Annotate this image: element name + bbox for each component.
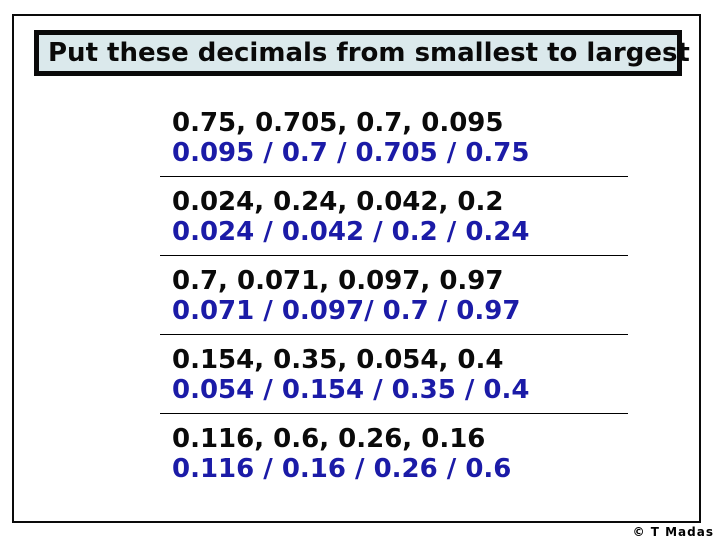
page-frame	[12, 14, 701, 523]
problem-question: 0.154, 0.35, 0.054, 0.4	[172, 345, 504, 375]
problem-row: 0.024, 0.24, 0.042, 0.2 0.024 / 0.042 / …	[160, 185, 628, 256]
title-box: Put these decimals from smallest to larg…	[34, 30, 690, 76]
problem-answer: 0.071 / 0.097/ 0.7 / 0.97	[172, 296, 521, 326]
problem-list: 0.75, 0.705, 0.7, 0.095 0.095 / 0.7 / 0.…	[160, 106, 628, 500]
page-title: Put these decimals from smallest to larg…	[48, 38, 690, 68]
problem-question: 0.7, 0.071, 0.097, 0.97	[172, 266, 504, 296]
problem-row: 0.75, 0.705, 0.7, 0.095 0.095 / 0.7 / 0.…	[160, 106, 628, 177]
problem-answer: 0.024 / 0.042 / 0.2 / 0.24	[172, 217, 530, 247]
problem-question: 0.75, 0.705, 0.7, 0.095	[172, 108, 504, 138]
problem-question: 0.116, 0.6, 0.26, 0.16	[172, 424, 486, 454]
problem-row: 0.154, 0.35, 0.054, 0.4 0.054 / 0.154 / …	[160, 343, 628, 414]
problem-row: 0.7, 0.071, 0.097, 0.97 0.071 / 0.097/ 0…	[160, 264, 628, 335]
problem-answer: 0.116 / 0.16 / 0.26 / 0.6	[172, 454, 512, 484]
problem-answer: 0.095 / 0.7 / 0.705 / 0.75	[172, 138, 530, 168]
copyright-text: © T Madas	[632, 525, 714, 539]
problem-answer: 0.054 / 0.154 / 0.35 / 0.4	[172, 375, 530, 405]
problem-question: 0.024, 0.24, 0.042, 0.2	[172, 187, 504, 217]
problem-row: 0.116, 0.6, 0.26, 0.16 0.116 / 0.16 / 0.…	[160, 422, 628, 492]
